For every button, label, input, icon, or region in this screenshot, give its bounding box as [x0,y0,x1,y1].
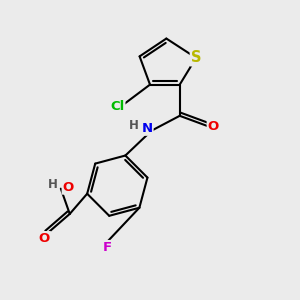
Text: N: N [142,122,153,135]
Text: O: O [39,232,50,245]
Text: H: H [129,119,139,132]
Text: O: O [63,181,74,194]
Text: H: H [48,178,57,191]
Text: O: O [208,120,219,133]
Text: F: F [102,241,112,254]
Text: Cl: Cl [110,100,124,113]
Text: S: S [191,50,201,65]
